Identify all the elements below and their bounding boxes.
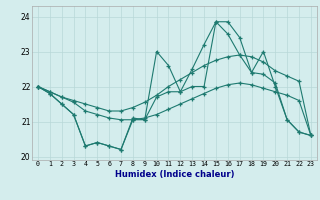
X-axis label: Humidex (Indice chaleur): Humidex (Indice chaleur) — [115, 170, 234, 179]
